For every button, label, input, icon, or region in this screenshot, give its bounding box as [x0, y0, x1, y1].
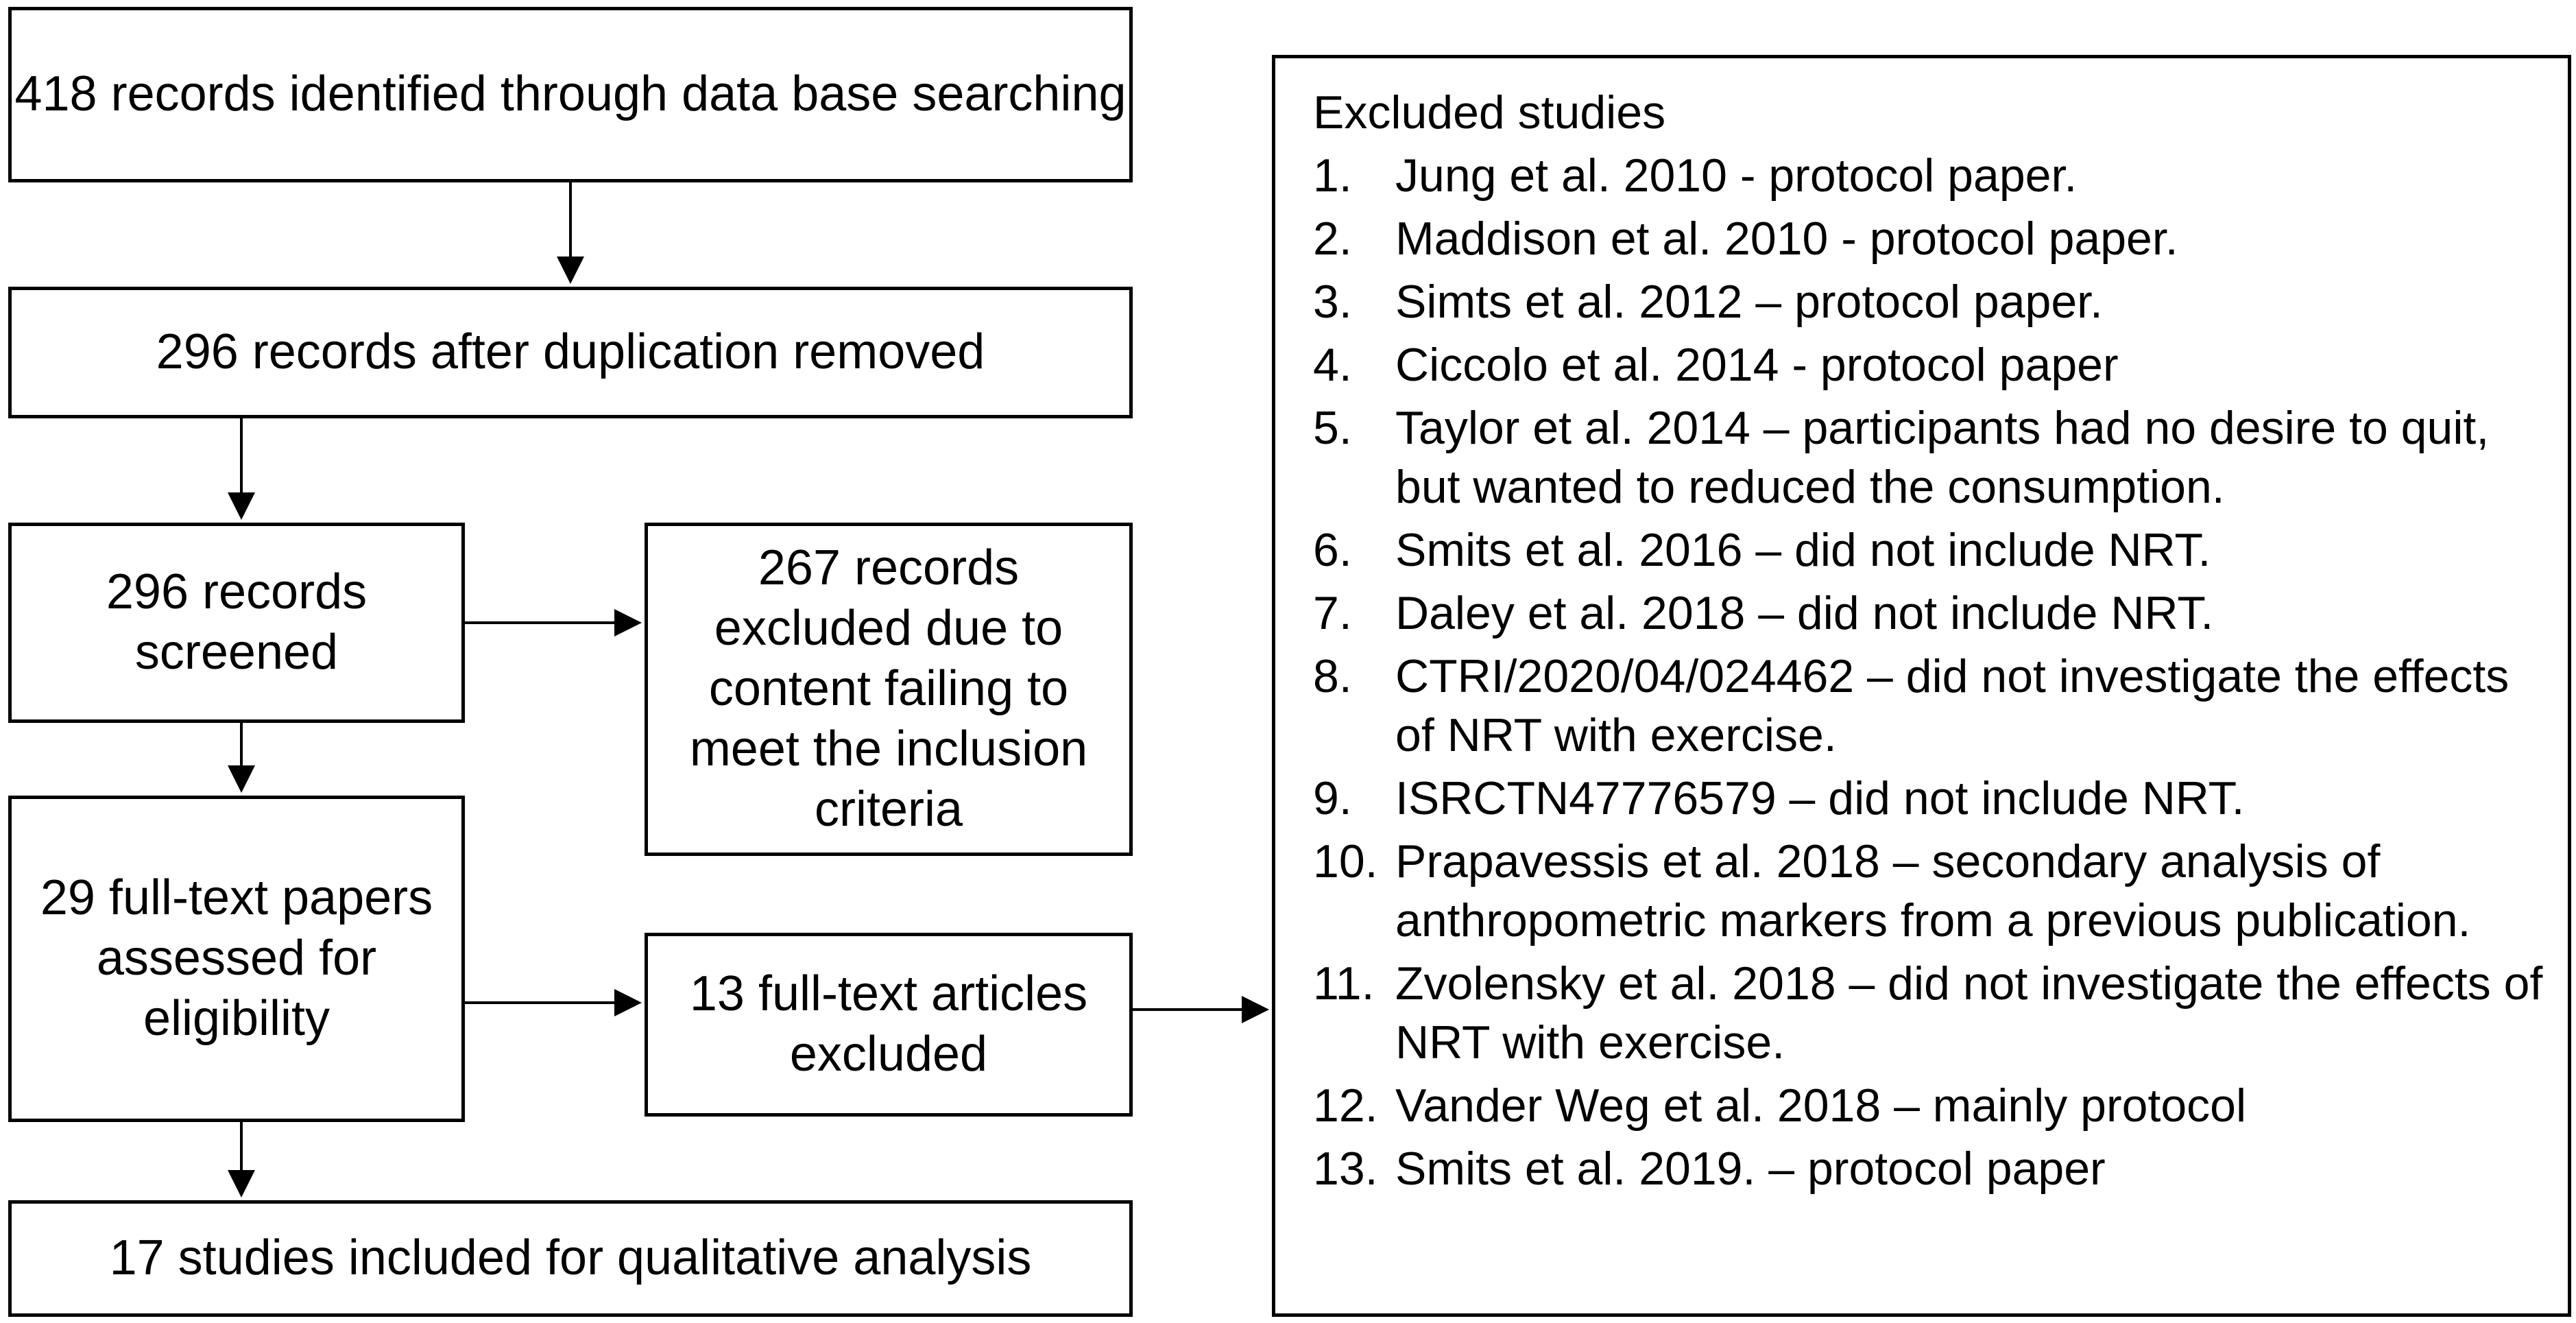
excluded-study-item: 3. Simts et al. 2012 – protocol paper. [1313, 272, 2547, 331]
excluded-study-text: Jung et al. 2010 - protocol paper. [1395, 150, 2078, 202]
excluded-study-item: 4. Ciccolo et al. 2014 - protocol paper [1313, 335, 2547, 394]
excluded-study-number: 8. [1313, 650, 1352, 702]
records-identified-text: 418 records identified through data base… [14, 67, 1127, 122]
excluded-study-item: 10. Prapavessis et al. 2018 – secondary a… [1313, 832, 2547, 950]
excluded-study-text: Simts et al. 2012 – protocol paper. [1395, 276, 2103, 328]
excluded-studies-title: Excluded studies [1313, 86, 1666, 139]
excluded-study-text: Smits et al. 2016 – did not include NRT. [1395, 524, 2211, 576]
excluded-study-number: 2. [1313, 213, 1352, 265]
excluded-study-item: 7. Daley et al. 2018 – did not include NR… [1313, 584, 2547, 643]
excluded-study-text: Maddison et al. 2010 - protocol paper. [1395, 213, 2178, 265]
excluded-study-number: 4. [1313, 339, 1352, 391]
records-excluded-text: 267 records excluded due to content fail… [689, 540, 1088, 837]
records-excluded-box: 267 records excluded due to content fail… [645, 523, 1133, 856]
excluded-study-item: 6. Smits et al. 2016 – did not include NR… [1313, 521, 2547, 580]
excluded-study-text: ISRCTN47776579 – did not include NRT. [1395, 772, 2245, 824]
excluded-study-number: 3. [1313, 276, 1352, 328]
excluded-study-number: 9. [1313, 772, 1352, 824]
records-after-dedup-text: 296 records after duplication removed [156, 324, 985, 380]
records-after-dedup-box: 296 records after duplication removed [8, 287, 1133, 418]
excluded-study-number: 10. [1313, 835, 1378, 887]
excluded-study-number: 12. [1313, 1080, 1378, 1132]
excluded-study-text: Ciccolo et al. 2014 - protocol paper [1395, 339, 2119, 391]
excluded-study-item: 9. ISRCTN47776579 – did not include NRT. [1313, 769, 2547, 828]
excluded-study-item: 13. Smits et al. 2019. – protocol paper [1313, 1139, 2547, 1198]
excluded-study-item: 8. CTRI/2020/04/024462 – did not investig… [1313, 647, 2547, 765]
excluded-studies-box: Excluded studies 1. Jung et al. 2010 - pr… [1272, 55, 2571, 1317]
excluded-study-text: CTRI/2020/04/024462 – did not investigat… [1395, 650, 2509, 761]
excluded-study-text: Prapavessis et al. 2018 – secondary anal… [1395, 835, 2471, 946]
records-identified-box: 418 records identified through data base… [8, 7, 1133, 182]
excluded-study-text: Taylor et al. 2014 – participants had no… [1395, 402, 2490, 513]
excluded-study-item: 5. Taylor et al. 2014 – participants had … [1313, 398, 2547, 516]
excluded-study-number: 6. [1313, 524, 1352, 576]
excluded-study-item: 12. Vander Weg et al. 2018 – mainly proto… [1313, 1076, 2547, 1135]
studies-included-text: 17 studies included for qualitative anal… [109, 1230, 1032, 1286]
excluded-study-number: 1. [1313, 150, 1352, 202]
fulltext-excluded-text: 13 full-text articles excluded [689, 966, 1088, 1082]
excluded-study-item: 1. Jung et al. 2010 - protocol paper. [1313, 146, 2547, 205]
excluded-study-item: 2. Maddison et al. 2010 - protocol paper. [1313, 209, 2547, 268]
fulltext-assessed-text: 29 full-text papers assessed for eligibi… [40, 870, 433, 1046]
excluded-study-number: 7. [1313, 587, 1352, 639]
excluded-study-number: 5. [1313, 402, 1352, 454]
excluded-study-text: Vander Weg et al. 2018 – mainly protocol [1395, 1080, 2247, 1132]
fulltext-excluded-box: 13 full-text articles excluded [645, 933, 1133, 1117]
excluded-studies-list: 1. Jung et al. 2010 - protocol paper. 2. Ma… [1313, 146, 2547, 1198]
excluded-study-item: 11. Zvolensky et al. 2018 – did not inves… [1313, 954, 2547, 1072]
excluded-study-text: Zvolensky et al. 2018 – did not investig… [1395, 957, 2543, 1069]
fulltext-assessed-box: 29 full-text papers assessed for eligibi… [8, 796, 465, 1122]
studies-included-box: 17 studies included for qualitative anal… [8, 1200, 1133, 1317]
records-screened-text: 296 records screened [106, 564, 368, 680]
excluded-study-number: 13. [1313, 1143, 1378, 1195]
records-screened-box: 296 records screened [8, 523, 465, 723]
excluded-study-text: Daley et al. 2018 – did not include NRT. [1395, 587, 2214, 639]
excluded-study-text: Smits et al. 2019. – protocol paper [1395, 1143, 2106, 1195]
excluded-study-number: 11. [1313, 957, 1375, 1010]
